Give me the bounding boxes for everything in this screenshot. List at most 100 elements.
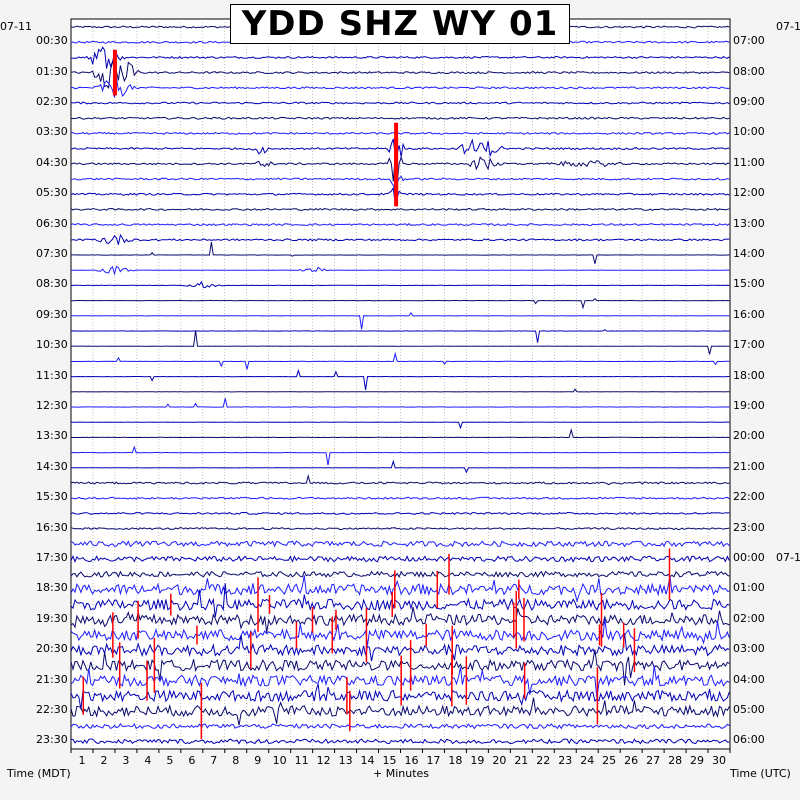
x-tick-label: 29 <box>690 754 705 767</box>
x-tick-label: 14 <box>360 754 375 767</box>
left-time-label: 20:30 <box>36 642 68 656</box>
x-tick-label: 22 <box>536 754 551 767</box>
left-time-label: 16:30 <box>36 520 68 534</box>
trace-line <box>70 722 730 730</box>
trace-line <box>70 223 730 227</box>
title-box: YDD SHZ WY 01 <box>230 4 570 44</box>
x-tick-label: 16 <box>404 754 419 767</box>
right-time-label: 04:00 <box>733 672 765 686</box>
trace-line <box>70 527 730 531</box>
x-tick-label: 27 <box>646 754 661 767</box>
left-time-label: 23:30 <box>36 733 68 747</box>
right-time-label: 07:00 <box>733 34 765 48</box>
trace-line <box>70 46 730 69</box>
trace-line <box>70 60 730 89</box>
trace-line <box>70 427 730 439</box>
trace-line <box>70 473 730 486</box>
right-time-label: 12:00 <box>733 186 765 200</box>
trace-line <box>70 207 730 211</box>
left-time-label: 04:30 <box>36 155 68 169</box>
left-date-label: 07-11 <box>0 20 32 33</box>
trace-line <box>70 398 730 408</box>
right-time-label: 03:00 <box>733 642 765 656</box>
left-time-label: 11:30 <box>36 368 68 382</box>
trace-line <box>70 575 730 603</box>
right-date-label-midnight: 07-12 <box>776 551 800 564</box>
right-time-label: 00:00 <box>733 551 765 564</box>
trace-line <box>70 618 730 646</box>
left-time-label: 21:30 <box>36 672 68 686</box>
trace-line <box>70 186 730 205</box>
trace-line <box>70 116 730 120</box>
left-time-label: 19:30 <box>36 611 68 625</box>
trace-line <box>70 511 730 515</box>
left-time-label: 22:30 <box>36 703 68 716</box>
clipped-event-mark <box>394 163 399 195</box>
chart-title: YDD SHZ WY 01 <box>241 4 559 44</box>
trace-line <box>70 649 730 686</box>
trace-line <box>70 665 730 699</box>
trace-line <box>70 421 730 430</box>
x-tick-label: 18 <box>448 754 463 767</box>
x-axis-ticks <box>70 749 731 753</box>
right-time-label: 17:00 <box>733 338 765 352</box>
trace-line <box>71 351 730 370</box>
x-tick-label: 3 <box>122 754 130 767</box>
x-tick-label: 8 <box>232 754 240 767</box>
trace-line <box>70 155 730 184</box>
trace-line <box>70 606 730 633</box>
left-time-label: 15:30 <box>36 490 68 504</box>
x-tick-label: 4 <box>144 754 152 767</box>
left-time-label: 01:30 <box>36 64 68 78</box>
right-time-label: 21:00 <box>733 459 765 473</box>
trace-line <box>70 540 730 548</box>
right-time-label: 08:00 <box>733 64 765 78</box>
right-time-label: 23:00 <box>733 520 765 534</box>
clipped-event-mark <box>394 182 399 207</box>
left-time-label: 09:30 <box>36 307 68 321</box>
right-time-label: 14:00 <box>733 247 765 260</box>
trace-line <box>70 101 730 105</box>
left-time-label: 12:30 <box>36 399 68 412</box>
x-tick-label: 9 <box>254 754 262 767</box>
trace-line <box>70 683 730 710</box>
clipped-event-mark <box>112 49 117 96</box>
trace-line <box>70 265 730 276</box>
trace-line <box>70 312 730 330</box>
left-time-label: 00:30 <box>36 34 68 48</box>
x-tick-label: 1 <box>78 754 86 767</box>
x-tick-label: 25 <box>602 754 617 767</box>
left-time-label: 08:30 <box>36 277 68 291</box>
x-tick-label: 13 <box>338 754 353 767</box>
trace-line <box>71 388 730 393</box>
trace-line <box>70 138 730 158</box>
left-time-label: 10:30 <box>36 338 68 352</box>
left-time-label: 17:30 <box>36 551 68 564</box>
x-axis-label: + Minutes <box>373 767 430 780</box>
right-time-label: 22:00 <box>733 490 765 504</box>
x-tick-label: 24 <box>580 754 595 767</box>
right-time-label: 01:00 <box>733 581 765 595</box>
right-time-label: 16:00 <box>733 307 765 321</box>
trace-line <box>70 78 730 98</box>
trace-line <box>70 496 730 500</box>
trace-line <box>70 329 730 343</box>
right-time-label: 05:00 <box>733 703 765 716</box>
right-time-label: 19:00 <box>733 399 765 412</box>
right-time-label: 10:00 <box>733 125 765 139</box>
x-tick-label: 28 <box>668 754 683 767</box>
seismic-traces <box>70 25 730 745</box>
x-tick-label: 12 <box>316 754 331 767</box>
x-tick-label: 10 <box>272 754 287 767</box>
right-time-label: 13:00 <box>733 216 765 230</box>
right-time-label: 15:00 <box>733 277 765 291</box>
left-time-label: 03:30 <box>36 125 68 139</box>
trace-line <box>70 697 730 726</box>
right-time-label: 18:00 <box>733 368 765 382</box>
left-time-label: 07:30 <box>36 247 68 260</box>
trace-line <box>70 330 730 355</box>
x-tick-label: 30 <box>712 754 727 767</box>
trace-line <box>71 298 730 310</box>
x-tick-label: 21 <box>514 754 529 767</box>
